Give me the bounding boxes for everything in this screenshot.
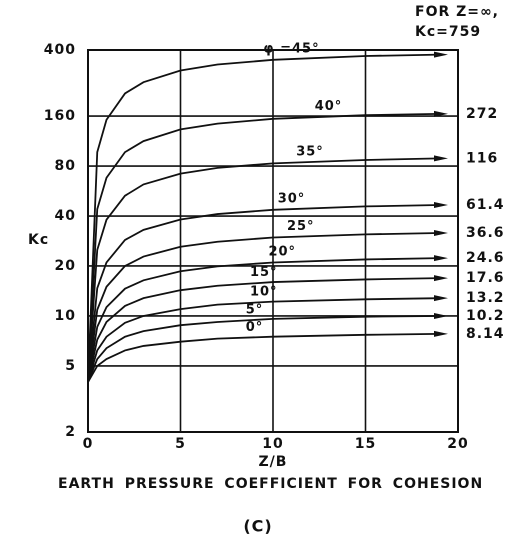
curve-label: φ =45°: [263, 42, 319, 57]
x-axis-label: Z/B: [259, 454, 288, 470]
arrow-head: [434, 295, 448, 302]
arrow-head: [434, 230, 448, 237]
asymptote-label: 272: [466, 106, 498, 122]
arrow-head: [434, 255, 448, 262]
x-tick-label: 15: [355, 436, 376, 452]
y-tick-label: 400: [44, 42, 76, 58]
note-line: FOR Z=∞,: [415, 4, 499, 20]
curve: [87, 257, 440, 383]
asymptote-label: 8.14: [466, 326, 505, 342]
arrow-head: [434, 202, 448, 209]
asymptote-label: 10.2: [466, 308, 505, 324]
curve: [87, 315, 440, 383]
arrow-head: [434, 312, 448, 319]
panel-label: (C): [243, 517, 272, 536]
asymptote-label: 13.2: [466, 290, 505, 306]
arrow-head: [434, 110, 448, 117]
asymptote-label: 61.4: [466, 197, 505, 213]
y-tick-label: 10: [55, 308, 76, 324]
x-tick-label: 0: [83, 436, 94, 452]
curve-label: 0°: [246, 320, 264, 335]
y-tick-label: 160: [44, 108, 76, 124]
curve: [87, 204, 440, 383]
x-tick-label: 5: [175, 436, 186, 452]
curve: [87, 332, 440, 383]
curve-label: 5°: [246, 302, 264, 317]
asymptote-label: 17.6: [466, 270, 505, 286]
asymptote-label: 116: [466, 150, 498, 166]
curve: [87, 157, 440, 383]
y-axis-label: Kc: [28, 232, 49, 248]
arrow-head: [434, 275, 448, 282]
note-line: Kc=759: [415, 24, 481, 40]
y-tick-label: 5: [65, 358, 76, 374]
curve-label: 30°: [278, 192, 306, 207]
curve: [87, 277, 440, 383]
caption: EARTH PRESSURE COEFFICIENT FOR COHESION: [58, 476, 483, 492]
curve-label: 15°: [250, 265, 278, 280]
curve: [87, 112, 440, 383]
y-tick-label: 2: [65, 424, 76, 440]
asymptote-label: 24.6: [466, 250, 505, 266]
curve-label: 25°: [287, 219, 315, 234]
y-tick-label: 20: [55, 258, 76, 274]
curve: [87, 232, 440, 383]
curve: [87, 297, 440, 383]
x-tick-label: 20: [447, 436, 468, 452]
arrow-head: [434, 51, 448, 58]
y-tick-label: 80: [55, 158, 76, 174]
curve-label: 40°: [315, 99, 343, 114]
arrow-head: [434, 155, 448, 162]
curve-label: 10°: [250, 285, 278, 300]
x-tick-label: 10: [262, 436, 283, 452]
asymptote-label: 36.6: [466, 225, 505, 241]
curve: [87, 53, 440, 383]
y-tick-label: 40: [55, 208, 76, 224]
arrow-head: [434, 330, 448, 337]
curve-label: 20°: [268, 245, 296, 260]
curve-label: 35°: [296, 145, 324, 160]
